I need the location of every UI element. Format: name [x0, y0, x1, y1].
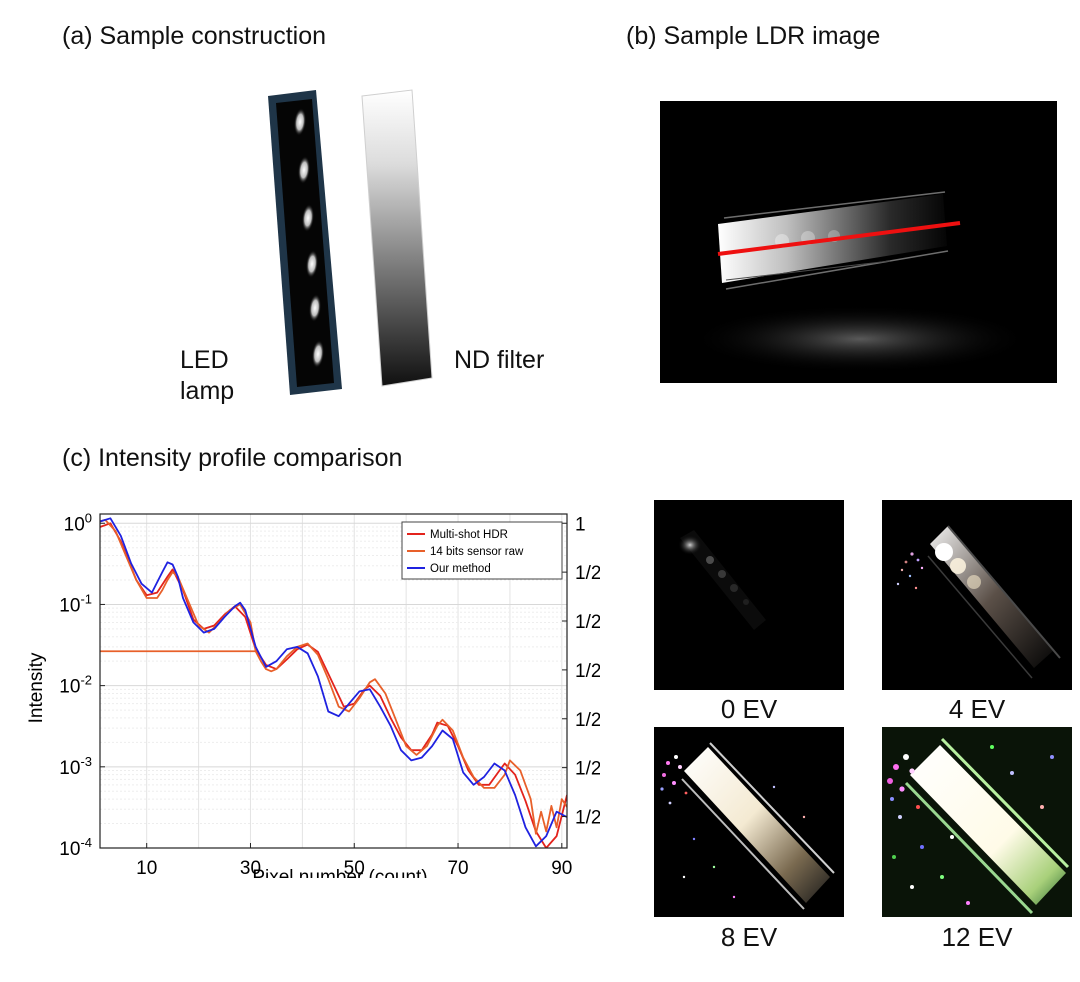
led-spots: [293, 108, 325, 368]
sample-construction-illustration: [268, 89, 433, 395]
x-tick-label: 10: [136, 858, 157, 878]
exposure-thumb-12ev: [882, 727, 1072, 917]
legend-entry-1: 14 bits sensor raw: [430, 546, 524, 558]
led-lamp-strip: [268, 90, 342, 395]
sample-ldr-image: [660, 101, 1057, 383]
right-tick-label: 1: [575, 514, 586, 535]
y-tick-label: 10-2: [59, 673, 92, 698]
nd-filter-label: ND filter: [454, 346, 545, 374]
caption-a: (a) Sample construction: [62, 22, 327, 50]
plot-frame: [99, 513, 568, 849]
right-tick-label: 1/26: [575, 657, 600, 682]
caption-b: (b) Sample LDR image: [626, 22, 881, 50]
series-line-2: [100, 517, 567, 848]
y-axis-right: 1 1/22 1/24 1/26 1/28 1/210 1/212: [562, 514, 600, 829]
right-tick-label: 1/212: [575, 804, 600, 829]
nd-filter-strip: [361, 89, 433, 387]
x-tick-label: 30: [240, 858, 261, 878]
series-line-1: [100, 519, 567, 835]
chart-series-group: [100, 517, 567, 848]
legend-box: [401, 521, 563, 580]
x-tick-label: 50: [344, 858, 365, 878]
right-tick-label: 1/22: [575, 559, 600, 584]
x-tick-label: 70: [447, 858, 468, 878]
exposure-thumb-0ev: [654, 500, 844, 690]
exposure-label-12ev: 12 EV: [941, 922, 1013, 952]
x-axis: 10 30 50 70 90: [136, 843, 572, 878]
y-tick-label: 10-1: [59, 591, 92, 616]
exposure-thumb-4ev: [882, 500, 1072, 690]
x-tick-label: 90: [551, 858, 572, 878]
intensity-profile-chart: 10 30 50 70 90 100 10-1 10-2 10-3 10-4 1 1/22 1/24…: [26, 510, 600, 878]
scan-line: [717, 221, 961, 256]
right-tick-label: 1/210: [575, 755, 600, 780]
legend-entry-0: Multi-shot HDR: [430, 529, 508, 541]
y-tick-label: 10-4: [59, 835, 92, 860]
y-tick-label: 100: [64, 510, 92, 535]
exposure-thumb-8ev: [654, 727, 844, 917]
right-tick-label: 1/28: [575, 706, 600, 731]
exposure-label-0ev: 0 EV: [720, 694, 778, 724]
legend-entry-2: Our method: [430, 563, 491, 575]
led-lamp-label: LED lamp: [180, 346, 235, 405]
y-axis-label: Intensity: [26, 652, 47, 723]
y-tick-label: 10-3: [59, 754, 92, 779]
x-axis-label: Pixel number (count): [252, 867, 427, 878]
caption-c: (c) Intensity profile comparison: [62, 444, 403, 472]
exposure-label-4ev: 4 EV: [948, 694, 1006, 724]
chart-legend: Multi-shot HDR 14 bits sensor raw Our meth…: [401, 521, 563, 580]
right-tick-label: 1/24: [575, 608, 600, 633]
y-axis-left: 100 10-1 10-2 10-3 10-4: [59, 510, 105, 860]
exposure-label-8ev: 8 EV: [720, 922, 778, 952]
